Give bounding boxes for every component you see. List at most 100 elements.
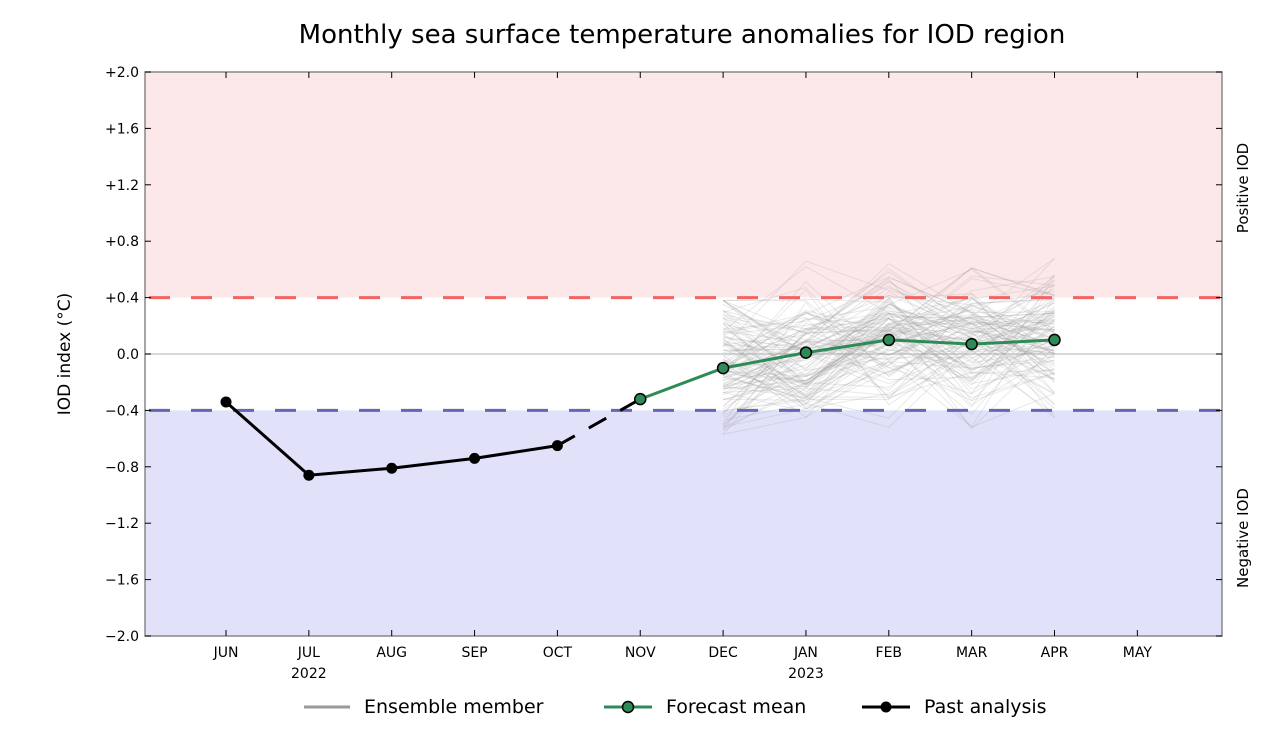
forecast-mean-point — [1048, 333, 1061, 347]
ensemble-member-line — [722, 257, 1055, 385]
forecast-mean-line — [639, 338, 1055, 401]
past-analysis-point — [551, 440, 563, 452]
x-tick-label: MAY — [1123, 645, 1153, 661]
y-tick-label: +2.0 — [105, 65, 139, 81]
ensemble-member-line — [722, 281, 1055, 368]
ensemble-member-line — [722, 306, 1055, 406]
x-tick-label: MAR — [956, 645, 988, 661]
ensemble-member-line — [722, 319, 1055, 388]
past-to-forecast-dashed-line — [556, 397, 641, 447]
ensemble-member-line — [722, 349, 1055, 398]
ensemble-member-line — [722, 295, 1055, 431]
ensemble-member-line — [723, 297, 1055, 428]
past-analysis-point — [303, 469, 315, 481]
ensemble-member-line — [722, 276, 1055, 431]
past-analysis-point — [220, 396, 232, 408]
legend-forecast-label: Forecast mean — [666, 696, 806, 718]
ensemble-member-line — [722, 283, 1055, 395]
ensemble-member-line — [723, 311, 1055, 382]
ensemble-member-line — [722, 276, 1055, 333]
ensemble-member-line — [722, 298, 1055, 389]
ensemble-member-line — [723, 315, 1055, 382]
ensemble-member-line — [722, 294, 1055, 369]
ensemble-member-line — [722, 296, 1055, 404]
year-label: 2022 — [291, 666, 327, 682]
ensemble-member-line — [723, 316, 1055, 398]
legend: Ensemble member Forecast mean Past analy… — [304, 696, 1047, 718]
ensemble-member-line — [723, 308, 1055, 412]
x-tick-label: JUL — [297, 645, 320, 661]
ensemble-member-line — [722, 296, 1055, 375]
ensemble-member-line — [722, 322, 1055, 435]
ensemble-member-line — [722, 330, 1055, 385]
x-tick-label: AUG — [376, 645, 407, 661]
ensemble-member-line — [722, 318, 1055, 368]
x-tick-label: JUN — [213, 645, 239, 661]
ensemble-member-line — [722, 311, 1055, 369]
ensemble-member-line — [722, 328, 1055, 414]
ensemble-member-line — [722, 317, 1055, 371]
ensemble-member-line — [722, 338, 1055, 398]
x-tick-label: JAN — [793, 645, 818, 661]
x-tick-label: DEC — [708, 645, 738, 661]
y-tick-label: 0.0 — [117, 347, 139, 363]
ensemble-member-line — [722, 268, 1055, 381]
chart-title: Monthly sea surface temperature anomalie… — [299, 20, 1066, 50]
ensemble-member-line — [723, 278, 1055, 374]
plot-background — [145, 72, 1222, 636]
ensemble-member-line — [722, 301, 1055, 429]
forecast-mean-point — [716, 361, 730, 375]
legend-forecast-marker — [621, 700, 635, 714]
negative-iod-label: Negative IOD — [1234, 488, 1252, 588]
ensemble-member-line — [722, 302, 1055, 413]
y-tick-label: +0.4 — [105, 291, 139, 307]
ensemble-member-line — [722, 308, 1055, 396]
x-tick-label: APR — [1041, 645, 1069, 661]
ensemble-member-line — [722, 294, 1055, 371]
ensemble-member-line — [722, 292, 1055, 410]
ensemble-member-line — [722, 325, 1055, 408]
x-tick-label: SEP — [461, 645, 487, 661]
ensemble-member-line — [722, 318, 1055, 410]
ensemble-member-line — [722, 287, 1055, 405]
ensemble-member-line — [723, 313, 1055, 390]
ensemble-member-line — [722, 303, 1055, 398]
y-tick-label: −2.0 — [105, 629, 139, 645]
ensemble-member-line — [722, 317, 1055, 406]
ensemble-member-line — [723, 268, 1055, 351]
ensemble-members — [722, 257, 1055, 435]
ensemble-member-line — [723, 350, 1055, 396]
ensemble-member-line — [722, 298, 1055, 358]
ensemble-member-line — [723, 312, 1055, 430]
ensemble-member-line — [723, 298, 1055, 363]
ensemble-member-line — [722, 266, 1055, 351]
past-analysis-point — [469, 452, 481, 464]
ensemble-member-line — [722, 319, 1055, 410]
ensemble-member-line — [722, 327, 1055, 385]
y-tick-label: +1.2 — [105, 178, 139, 194]
ensemble-member-line — [722, 271, 1055, 429]
ensemble-member-line — [722, 299, 1055, 395]
legend-past-label: Past analysis — [924, 696, 1047, 718]
ensemble-member-line — [722, 357, 1055, 417]
forecast-mean-point — [965, 337, 978, 351]
ensemble-member-line — [723, 303, 1055, 367]
year-label: 2023 — [788, 666, 824, 682]
ensemble-member-line — [722, 267, 1055, 366]
positive-region — [145, 72, 1222, 298]
ensemble-member-line — [722, 323, 1055, 428]
ensemble-member-line — [722, 297, 1055, 428]
series-lines — [145, 296, 1222, 481]
y-tick-label: −1.2 — [105, 516, 139, 532]
y-tick-label: +1.6 — [105, 121, 139, 137]
y-tick-label: −1.6 — [105, 573, 139, 589]
positive-iod-label: Positive IOD — [1234, 143, 1252, 233]
ensemble-member-line — [722, 309, 1055, 375]
ensemble-member-line — [723, 306, 1055, 359]
ensemble-member-line — [722, 312, 1055, 418]
ensemble-member-line — [722, 299, 1055, 347]
ensemble-member-line — [722, 311, 1055, 356]
ensemble-member-line — [722, 300, 1055, 356]
x-tick-label: FEB — [876, 645, 903, 661]
x-tick-label: OCT — [543, 645, 573, 661]
